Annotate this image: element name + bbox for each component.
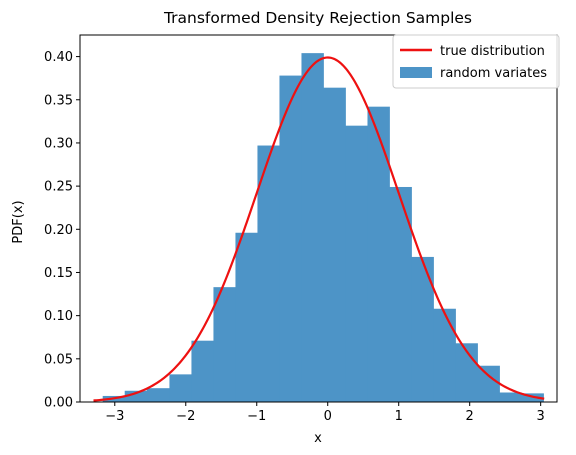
histogram-bar: [477, 365, 500, 402]
y-tick-label: 0.15: [44, 266, 73, 281]
histogram-bar: [323, 87, 346, 402]
histogram-bar: [367, 106, 390, 402]
x-axis-ticks: −3 −2 −1 0 1 2 3: [105, 402, 545, 424]
histogram-bar: [257, 145, 280, 402]
y-axis-ticks: 0.00 0.05 0.10 0.15 0.20 0.25 0.30 0.35 0.40: [44, 50, 80, 411]
histogram-bar: [213, 287, 236, 402]
y-tick-label: 0.25: [44, 180, 73, 195]
histogram-bar: [124, 390, 148, 402]
x-tick-label: −1: [247, 409, 266, 424]
legend-histogram-swatch: [400, 67, 432, 78]
histogram-bar: [499, 392, 522, 402]
chart-title: Transformed Density Rejection Samples: [163, 9, 472, 27]
histogram-bar: [146, 388, 170, 402]
histogram-bar: [301, 53, 324, 402]
histogram-bar: [279, 75, 302, 403]
histogram-bar: [433, 308, 456, 402]
y-tick-label: 0.00: [44, 396, 73, 411]
legend-box: [392, 34, 560, 89]
legend-histogram-label: random variates: [440, 66, 547, 81]
y-tick-label: 0.40: [44, 50, 73, 65]
x-tick-label: 0: [324, 409, 332, 424]
true-distribution-curve: [93, 56, 545, 402]
y-axis-label: PDF(x): [11, 200, 26, 243]
y-tick-label: 0.20: [44, 223, 73, 238]
y-tick-label: 0.05: [44, 352, 73, 367]
x-tick-label: 1: [395, 409, 403, 424]
histogram-bar: [345, 125, 368, 402]
histogram-bar: [411, 256, 434, 402]
y-tick-label: 0.35: [44, 93, 73, 108]
y-tick-label: 0.10: [44, 309, 73, 324]
x-tick-label: −3: [105, 409, 124, 424]
histogram-bar: [169, 374, 192, 402]
x-axis-label: x: [314, 431, 322, 446]
histogram-bar: [235, 232, 258, 402]
x-tick-label: 2: [466, 409, 474, 424]
legend-curve-label: true distribution: [440, 44, 545, 59]
plot-frame: [79, 34, 558, 403]
histogram-bar: [389, 186, 412, 402]
histogram-bars: [102, 53, 544, 403]
y-tick-label: 0.30: [44, 136, 73, 151]
x-tick-label: −2: [176, 409, 195, 424]
legend: true distribution random variates: [392, 34, 560, 89]
plot-area: [79, 34, 558, 403]
histogram-bar: [191, 340, 214, 402]
x-tick-label: 3: [537, 409, 545, 424]
